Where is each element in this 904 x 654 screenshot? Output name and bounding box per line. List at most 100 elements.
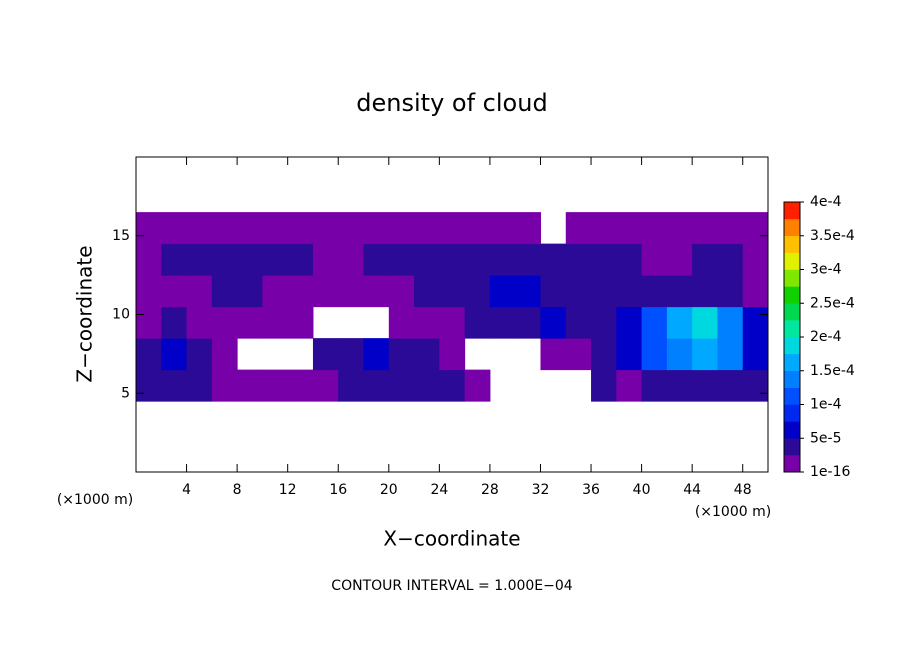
- cell: [211, 369, 238, 402]
- colorbar-swatch: [784, 320, 800, 338]
- cell: [414, 212, 440, 245]
- cell: [388, 243, 415, 276]
- x-tick-label: 24: [430, 482, 448, 498]
- colorbar-swatch: [784, 286, 800, 304]
- cell: [211, 275, 238, 308]
- y-axis-label: Z−coordinate: [73, 245, 97, 382]
- cell: [414, 275, 440, 308]
- cell: [565, 306, 592, 339]
- cell: [692, 275, 718, 308]
- cell: [186, 338, 213, 371]
- cell: [312, 338, 339, 371]
- x-axis-label: X−coordinate: [383, 527, 520, 551]
- cell: [237, 243, 263, 276]
- cell: [515, 243, 541, 276]
- cell: [717, 275, 744, 308]
- cell: [717, 212, 744, 245]
- cell: [363, 243, 390, 276]
- colorbar-swatch: [784, 218, 800, 237]
- x-tick-label: 4: [182, 482, 191, 498]
- colorbar-label: 1e-4: [810, 397, 842, 413]
- cell: [540, 243, 567, 276]
- x-tick-label: 48: [734, 482, 752, 498]
- colorbar-swatch: [784, 370, 800, 388]
- cell: [692, 306, 718, 339]
- x-tick-label: 36: [582, 482, 600, 498]
- cell: [161, 212, 188, 245]
- cell: [414, 338, 440, 371]
- colorbar-label: 4e-4: [810, 194, 842, 210]
- cell: [237, 275, 263, 308]
- cell: [717, 243, 744, 276]
- cell: [742, 275, 769, 308]
- cell: [616, 275, 643, 308]
- colorbar-swatch: [784, 421, 800, 439]
- cell: [262, 369, 289, 402]
- cell: [287, 306, 314, 339]
- cell: [136, 243, 162, 276]
- cell: [439, 243, 466, 276]
- cell: [692, 243, 718, 276]
- cell: [338, 338, 365, 371]
- cell: [591, 212, 617, 245]
- cell: [692, 212, 718, 245]
- x-tick-label: 20: [380, 482, 398, 498]
- cell: [591, 306, 617, 339]
- cell: [363, 212, 390, 245]
- cell: [338, 243, 365, 276]
- cell: [565, 275, 592, 308]
- x-tick-label: 12: [279, 482, 297, 498]
- colorbar-swatch: [784, 202, 800, 220]
- x-unit: (×1000 m): [695, 504, 771, 520]
- cell: [666, 306, 693, 339]
- colorbar-swatch: [784, 235, 800, 253]
- cell: [666, 369, 693, 402]
- cell: [414, 243, 440, 276]
- colorbar-label: 1e-16: [810, 464, 850, 480]
- cell: [439, 212, 466, 245]
- cell: [742, 306, 769, 339]
- cell: [515, 212, 541, 245]
- cell: [464, 306, 491, 339]
- colorbar-label: 2e-4: [810, 329, 842, 345]
- cell: [641, 338, 668, 371]
- cell: [540, 306, 567, 339]
- cell: [186, 275, 213, 308]
- colorbar-label: 3e-4: [810, 262, 842, 278]
- cell: [540, 338, 567, 371]
- cell: [388, 212, 415, 245]
- cell: [616, 306, 643, 339]
- cell: [489, 212, 516, 245]
- cell: [388, 306, 415, 339]
- cell: [616, 338, 643, 371]
- cell: [161, 369, 188, 402]
- cell: [262, 212, 289, 245]
- cell: [641, 243, 668, 276]
- cell: [464, 212, 491, 245]
- cell: [262, 275, 289, 308]
- cell: [489, 275, 516, 308]
- chart-title: density of cloud: [356, 89, 547, 117]
- cell: [312, 243, 339, 276]
- cell: [641, 306, 668, 339]
- cell: [565, 243, 592, 276]
- cell: [161, 275, 188, 308]
- cell: [338, 369, 365, 402]
- x-tick-label: 40: [633, 482, 651, 498]
- cell: [666, 212, 693, 245]
- cell: [464, 275, 491, 308]
- cell: [287, 369, 314, 402]
- cell: [186, 212, 213, 245]
- colorbar-swatch: [784, 455, 800, 473]
- cell: [439, 369, 466, 402]
- x-unit: (×1000 m): [57, 492, 133, 508]
- colorbar-swatch: [784, 337, 800, 355]
- field: [136, 212, 769, 402]
- cell: [161, 306, 188, 339]
- cell: [717, 369, 744, 402]
- cell: [287, 243, 314, 276]
- cell: [666, 243, 693, 276]
- cell: [211, 306, 238, 339]
- cell: [565, 212, 592, 245]
- cell: [388, 338, 415, 371]
